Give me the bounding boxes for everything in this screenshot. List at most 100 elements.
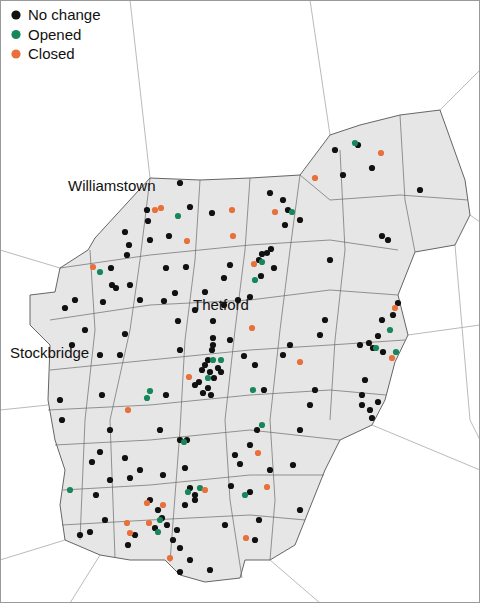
- point: [375, 333, 381, 339]
- point: [57, 397, 63, 403]
- point: [297, 359, 303, 365]
- point: [200, 390, 206, 396]
- point: [258, 273, 264, 279]
- point: [97, 269, 103, 275]
- point: [222, 522, 228, 528]
- point: [144, 207, 150, 213]
- point: [209, 210, 215, 216]
- point: [187, 204, 193, 210]
- legend-label: Opened: [28, 26, 81, 43]
- point: [241, 353, 247, 359]
- point: [137, 467, 143, 473]
- point: [210, 357, 216, 363]
- town-boundary: [300, 175, 468, 200]
- point: [208, 392, 214, 398]
- point: [256, 517, 262, 523]
- point: [202, 487, 208, 493]
- point: [127, 530, 133, 536]
- town-boundary: [60, 240, 398, 268]
- point: [124, 520, 130, 526]
- point: [280, 352, 286, 358]
- point: [359, 402, 365, 408]
- point: [210, 318, 216, 324]
- frame: [1, 1, 480, 603]
- point: [272, 209, 278, 215]
- context-line: [0, 540, 65, 560]
- point: [210, 335, 216, 341]
- point: [387, 327, 393, 333]
- point: [125, 542, 131, 548]
- context-line: [408, 325, 480, 335]
- point: [385, 237, 391, 243]
- point: [287, 342, 293, 348]
- point: [67, 487, 73, 493]
- point: [127, 475, 133, 481]
- point: [147, 237, 153, 243]
- point: [379, 233, 385, 239]
- point: [122, 229, 128, 235]
- point: [209, 347, 215, 353]
- point: [199, 367, 205, 373]
- point: [255, 450, 261, 456]
- legend-label: No change: [28, 6, 101, 23]
- point: [160, 472, 166, 478]
- annotations: WilliamstownThetfordStockbridge: [10, 177, 249, 361]
- point: [261, 387, 267, 393]
- point: [205, 385, 211, 391]
- point: [378, 150, 384, 156]
- point: [250, 387, 256, 393]
- town-boundary: [330, 150, 345, 420]
- point: [157, 517, 163, 523]
- point: [267, 467, 273, 473]
- context-line: [270, 560, 320, 603]
- point: [297, 507, 303, 513]
- point: [392, 305, 398, 311]
- context-line: [0, 405, 48, 410]
- point: [247, 442, 253, 448]
- point: [175, 318, 181, 324]
- point: [187, 557, 193, 563]
- point: [99, 392, 105, 398]
- point: [124, 252, 130, 258]
- town-boundary: [400, 115, 415, 252]
- point: [137, 297, 143, 303]
- point: [259, 259, 265, 265]
- point: [185, 489, 191, 495]
- point: [366, 340, 372, 346]
- point: [327, 257, 333, 263]
- point: [144, 395, 150, 401]
- point: [62, 305, 68, 311]
- point: [97, 449, 103, 455]
- region-outline: [30, 110, 470, 582]
- point: [232, 452, 238, 458]
- town-boundary: [270, 175, 300, 560]
- point: [126, 242, 132, 248]
- point: [218, 357, 224, 363]
- point: [155, 529, 161, 535]
- point: [107, 427, 113, 433]
- point: [122, 455, 128, 461]
- point: [362, 377, 368, 383]
- point: [252, 537, 258, 543]
- map-container: WilliamstownThetfordStockbridge No change…: [0, 0, 480, 603]
- legend-swatch: [11, 10, 20, 19]
- point: [307, 402, 313, 408]
- point: [312, 175, 318, 181]
- town-boundary: [170, 180, 200, 562]
- point: [357, 342, 363, 348]
- point: [417, 187, 423, 193]
- point: [252, 277, 258, 283]
- plot-area: [0, 0, 480, 603]
- point: [251, 261, 257, 267]
- point: [125, 407, 131, 413]
- point: [252, 362, 258, 368]
- point-series: [90, 150, 398, 561]
- point: [243, 535, 249, 541]
- point: [280, 197, 286, 203]
- context-line: [70, 555, 100, 603]
- point: [367, 407, 373, 413]
- point: [177, 180, 183, 186]
- town-boundary: [225, 178, 250, 578]
- point: [268, 246, 274, 252]
- point: [359, 392, 365, 398]
